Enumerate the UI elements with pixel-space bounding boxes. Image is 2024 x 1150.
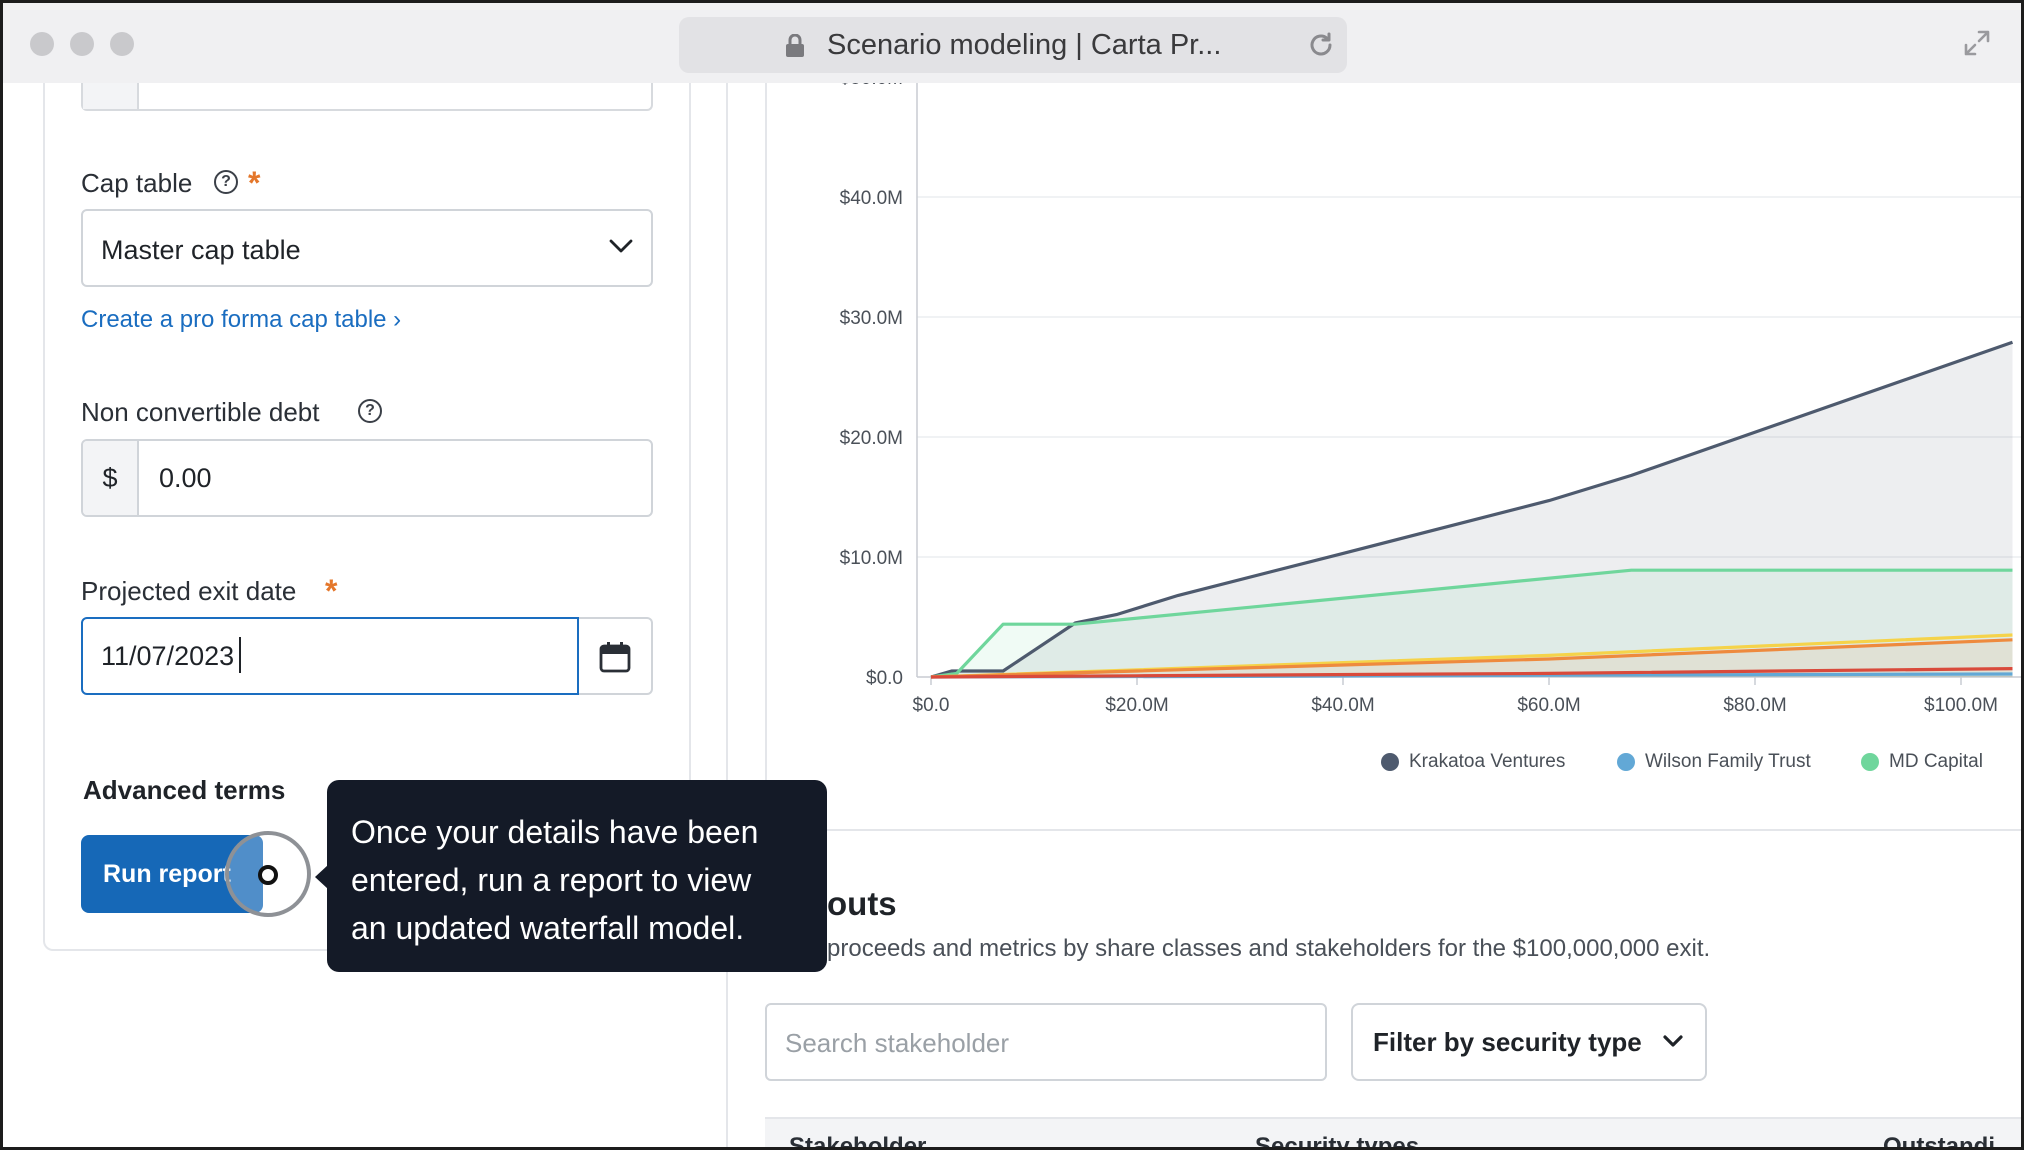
clipped-field[interactable]: [81, 83, 653, 111]
series-line: [930, 340, 2014, 679]
guide-tooltip: Once your details have been entered, run…: [327, 780, 827, 972]
required-marker: *: [248, 165, 261, 201]
chevron-down-icon: [1663, 1035, 1683, 1047]
y-tick-label: $0.0: [866, 668, 903, 689]
series-line: [930, 638, 2013, 679]
text-caret: [239, 637, 241, 673]
payouts-description: proceeds and metrics by share classes an…: [827, 935, 1711, 962]
tooltip-arrow: [315, 865, 328, 889]
calendar-icon: [599, 642, 631, 673]
close-window-button[interactable]: [30, 32, 54, 56]
series-line: [930, 667, 2013, 679]
chevron-down-icon: [609, 238, 633, 259]
legend-label: Krakatoa Ventures: [1409, 751, 1566, 772]
cap-table-label: Cap table: [81, 168, 193, 198]
help-icon[interactable]: ?: [358, 399, 382, 423]
lock-icon: [785, 33, 805, 63]
legend-item[interactable]: MD Capital: [1861, 751, 1983, 773]
help-icon[interactable]: ?: [214, 170, 238, 194]
legend-swatch: [1861, 753, 1879, 771]
reload-icon[interactable]: [1307, 31, 1335, 64]
projected-exit-date-label: Projected exit date: [81, 576, 297, 606]
x-tick-label: $80.0M: [1723, 695, 1786, 716]
series-area: [931, 639, 2013, 677]
column-header-outstanding[interactable]: Outstandi: [1883, 1133, 1995, 1150]
advanced-terms-toggle[interactable]: Advanced terms: [83, 775, 286, 805]
non-convertible-debt-input[interactable]: $ 0.00: [81, 439, 653, 517]
currency-prefix: $: [83, 441, 139, 515]
panel-divider: [726, 83, 728, 1147]
legend-item[interactable]: Wilson Family Trust: [1617, 751, 1811, 773]
payouts-table-header: Stakeholder Security types Outstandi: [765, 1117, 2021, 1150]
cap-table-selected-value: Master cap table: [101, 235, 301, 265]
series-line: [930, 568, 2013, 679]
cursor-pointer: [258, 865, 278, 885]
legend-swatch: [1381, 753, 1399, 771]
stakeholder-search-field[interactable]: [765, 1003, 1327, 1081]
tab-title: Scenario modeling | Carta Pr...: [827, 29, 1222, 61]
legend-item[interactable]: Krakatoa Ventures: [1381, 751, 1565, 773]
search-input[interactable]: [785, 1025, 1305, 1061]
title-bar: Scenario modeling | Carta Pr...: [3, 3, 2021, 83]
address-bar[interactable]: Scenario modeling | Carta Pr...: [679, 17, 1347, 73]
x-tick-label: $60.0M: [1517, 695, 1580, 716]
y-tick-label: $10.0M: [840, 548, 903, 569]
x-tick-label: $40.0M: [1311, 695, 1374, 716]
cap-table-select[interactable]: Master cap table: [81, 209, 653, 287]
non-convertible-debt-value: 0.00: [159, 463, 212, 493]
tooltip-line: an updated waterfall model.: [351, 910, 745, 946]
x-tick-label: $0.0: [913, 695, 950, 716]
filter-security-type-button[interactable]: Filter by security type: [1351, 1003, 1707, 1081]
date-picker-button[interactable]: [579, 617, 653, 695]
x-tick-label: $20.0M: [1105, 695, 1168, 716]
tooltip-line: entered, run a report to view: [351, 862, 752, 898]
x-tick-label: $100.0M: [1924, 695, 1998, 716]
legend-label: Wilson Family Trust: [1645, 751, 1811, 772]
payouts-title: outs: [827, 885, 897, 922]
required-marker: *: [325, 573, 338, 609]
non-convertible-debt-label: Non convertible debt: [81, 397, 320, 427]
zoom-window-button[interactable]: [110, 32, 134, 56]
legend-swatch: [1617, 753, 1635, 771]
create-pro-forma-link[interactable]: Create a pro forma cap table ›: [81, 306, 402, 333]
tooltip-line: Once your details have been: [351, 814, 759, 850]
y-tick-label: $50.0M: [840, 83, 903, 89]
y-tick-label: $20.0M: [840, 428, 903, 449]
y-tick-label: $30.0M: [840, 308, 903, 329]
column-header-stakeholder[interactable]: Stakeholder: [789, 1133, 927, 1150]
series-area: [931, 342, 2013, 677]
projected-exit-date-value: 11/07/2023: [101, 641, 235, 671]
waterfall-chart: $0.0 $10.0M $20.0M $30.0M $40.0M $50.0M $0.0 $2…: [840, 83, 2021, 716]
fullscreen-icon[interactable]: [1963, 29, 1991, 62]
y-tick-label: $40.0M: [840, 188, 903, 209]
filter-label: Filter by security type: [1373, 1027, 1642, 1057]
projected-exit-date-input[interactable]: 11/07/2023: [81, 617, 579, 695]
minimize-window-button[interactable]: [70, 32, 94, 56]
column-header-security-types[interactable]: Security types: [1255, 1133, 1420, 1150]
legend-label: MD Capital: [1889, 751, 1983, 772]
waterfall-chart-card: $0.0 $10.0M $20.0M $30.0M $40.0M $50.0M $0.0 $2…: [765, 83, 2021, 831]
